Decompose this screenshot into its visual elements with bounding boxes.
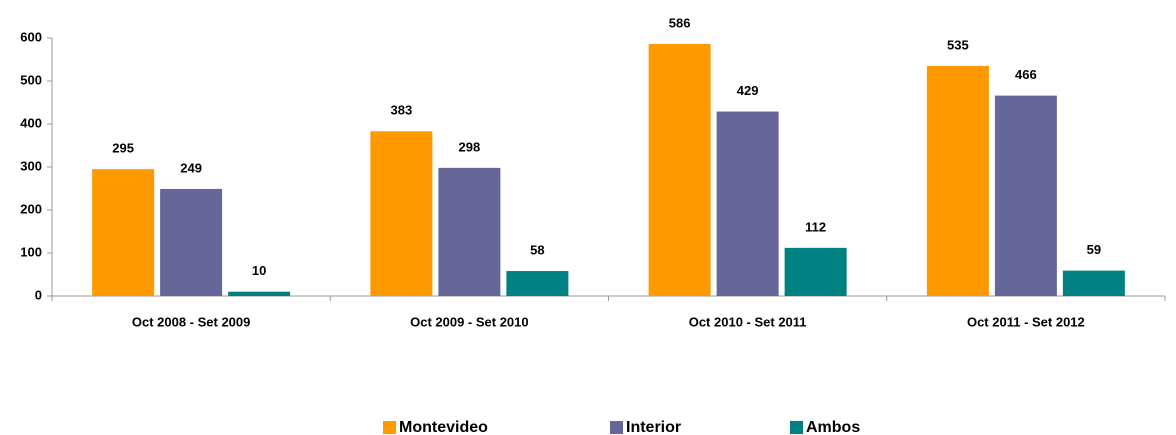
legend-swatch — [610, 421, 623, 434]
bar — [1062, 270, 1125, 296]
data-label: 429 — [737, 83, 759, 98]
y-tick-label: 500 — [20, 72, 42, 87]
x-tick-label: Oct 2010 - Set 2011 — [689, 314, 807, 329]
bar — [228, 291, 291, 296]
data-label: 59 — [1087, 242, 1101, 257]
data-label: 58 — [530, 242, 544, 257]
x-tick-label: Oct 2011 - Set 2012 — [967, 314, 1085, 329]
bar — [370, 131, 433, 296]
data-label: 535 — [947, 37, 969, 52]
data-label: 586 — [669, 15, 691, 30]
bar — [438, 167, 501, 296]
data-label: 295 — [112, 141, 134, 156]
bar — [926, 65, 989, 296]
legend-swatch — [790, 421, 803, 434]
y-tick-label: 200 — [20, 201, 42, 216]
legend-label: Montevideo — [399, 419, 488, 435]
y-tick-label: 0 — [35, 287, 42, 302]
data-label: 249 — [180, 160, 202, 175]
data-label: 298 — [459, 139, 481, 154]
bar — [160, 188, 223, 296]
bar — [784, 247, 847, 296]
x-tick-label: Oct 2008 - Set 2009 — [132, 314, 251, 329]
data-label: 466 — [1015, 67, 1037, 82]
bar — [648, 44, 711, 296]
y-tick-label: 400 — [20, 115, 42, 130]
data-label: 112 — [805, 219, 826, 234]
bar — [506, 271, 569, 296]
y-tick-label: 300 — [20, 158, 42, 173]
data-label: 10 — [252, 263, 266, 278]
bar — [92, 169, 155, 296]
legend-label: Interior — [626, 419, 681, 435]
y-tick-label: 100 — [20, 244, 42, 259]
bar — [716, 111, 779, 296]
data-label: 383 — [391, 103, 413, 118]
y-tick-label: 600 — [20, 29, 42, 44]
bar — [994, 95, 1057, 297]
legend-label: Ambos — [806, 419, 860, 435]
x-tick-label: Oct 2009 - Set 2010 — [410, 314, 529, 329]
legend-swatch — [383, 421, 396, 434]
